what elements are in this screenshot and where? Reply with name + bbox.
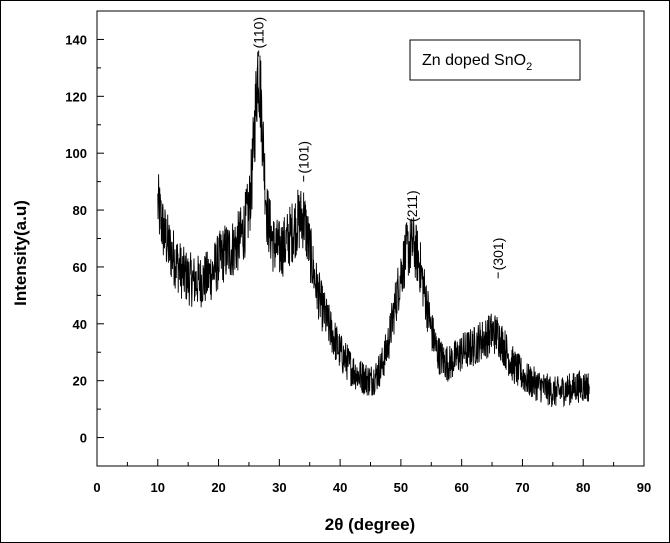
- x-axis-ticks: 0 10 20 30 40 50 60 70 80 90: [93, 459, 651, 495]
- x-tick-label: 80: [576, 480, 590, 495]
- y-tick-label: 80: [73, 203, 87, 218]
- peak-annotations: (110) (101) (211) (301): [251, 17, 506, 279]
- y-tick-label: 120: [65, 89, 87, 104]
- x-tick-label: 30: [272, 480, 286, 495]
- legend-subscript: 2: [526, 61, 532, 73]
- y-tick-label: 0: [80, 431, 87, 446]
- x-tick-label: 0: [93, 480, 100, 495]
- peak-label: (101): [296, 141, 312, 174]
- y-tick-label: 20: [73, 374, 87, 389]
- legend-box: [409, 39, 581, 81]
- legend-label: Zn doped SnO2: [422, 52, 532, 73]
- x-tick-label: 90: [637, 480, 651, 495]
- x-tick-label: 50: [394, 480, 408, 495]
- peak-label: (110): [251, 17, 267, 49]
- x-tick-label: 40: [333, 480, 347, 495]
- legend-text: Zn doped SnO: [422, 52, 526, 69]
- legend: Zn doped SnO2: [409, 39, 581, 81]
- y-axis-ticks: 0 20 40 60 80 100 120 140: [65, 10, 104, 467]
- xrd-pattern-line: [157, 51, 590, 408]
- x-tick-label: 10: [151, 480, 165, 495]
- y-tick-label: 140: [65, 32, 87, 47]
- y-tick-label: 100: [65, 146, 87, 161]
- peak-label: (301): [490, 238, 506, 271]
- y-tick-label: 40: [73, 317, 87, 332]
- x-tick-label: 20: [211, 480, 225, 495]
- peak-label: (211): [404, 190, 420, 222]
- x-tick-label: 70: [515, 480, 529, 495]
- y-axis-title: Intensity(a.u): [11, 200, 30, 306]
- x-tick-label: 60: [454, 480, 468, 495]
- x-axis-title: 2θ (degree): [325, 515, 415, 534]
- y-tick-label: 60: [73, 260, 87, 275]
